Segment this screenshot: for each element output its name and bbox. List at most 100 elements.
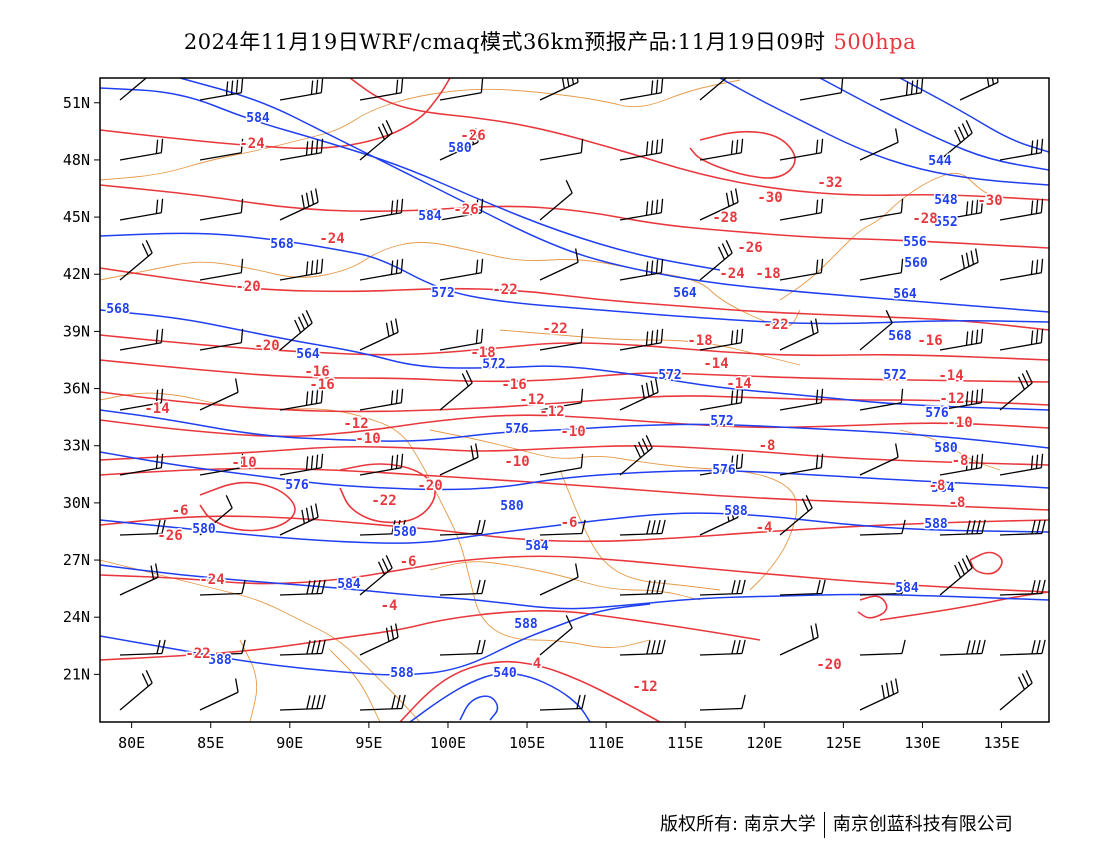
wind-barb [779,198,824,221]
wind-barb [699,694,746,711]
height-contour-label: 576 [285,478,309,493]
wind-barb [539,453,584,476]
height-contour-label: 576 [925,406,949,421]
wind-barb [859,258,904,281]
wind-barb [619,378,659,411]
lat-tick-label: 42N [63,265,90,283]
wind-barb [539,388,584,411]
wind-barb [119,639,166,656]
latitude-axis: 51N 48N 45N 42N 39N 36N 33N 30N 27N 24N 21N [63,94,100,683]
temperature-contour-label: -30 [977,193,1002,209]
height-contour [100,564,1049,610]
wind-barb [279,188,319,221]
temperature-contour [100,467,1049,511]
wind-barb [699,240,733,281]
wind-barb [199,138,244,161]
height-contour [100,409,1049,449]
temperature-contour [339,463,436,524]
lon-tick-label: 100E [430,734,466,752]
temperature-contours [100,78,1049,722]
wind-barb [359,388,404,411]
wind-barb [699,579,746,596]
temperature-contour [857,595,888,619]
lat-tick-label: 45N [63,208,90,226]
wind-barb [779,138,824,161]
wind-barb [359,453,404,476]
lat-tick-label: 51N [63,94,90,112]
wind-barb [539,248,579,281]
wind-barb [999,453,1044,476]
height-contour-label: 572 [482,357,505,372]
contour-labels: 584 580 584 568 572 568 564 572 564 572 572 576 576 5… [105,110,1004,697]
wind-barb [879,78,924,101]
wind-barb [939,555,973,596]
height-contour [179,78,1049,313]
height-contour-label: 580 [192,522,216,537]
temperature-contour-label: -12 [343,416,368,432]
wind-barb [119,519,166,536]
height-contour [100,309,1049,411]
map-title: 2024年11月19日WRF/cmaq模式36km预报产品:11月19日09时 5… [0,26,1100,56]
border-line [559,469,721,591]
temperature-contour [100,359,1049,383]
temperature-contour-label: -10 [504,454,529,470]
border-line [100,79,741,181]
lat-tick-label: 33N [63,437,90,455]
wind-barb [859,198,904,221]
wind-barb [119,240,153,281]
wind-barb [359,78,404,101]
wind-barb [119,198,164,221]
temperature-contour-label: -28 [912,211,937,227]
wind-barb [999,519,1046,536]
temperature-contour [100,391,1049,413]
wind-barb [699,388,744,411]
wind-barb [439,519,486,536]
temperature-contour-label: -12 [539,404,564,420]
wind-barb [779,258,824,281]
wind-barb [199,639,246,656]
temperature-contour-label: -16 [309,377,334,393]
wind-barb [539,519,586,536]
temperature-contour-label: -26 [157,528,182,544]
wind-barb [539,563,579,596]
lat-tick-label: 21N [63,665,90,683]
wind-barb [539,328,584,351]
temperature-contour-label: -16 [501,377,526,393]
height-contour-label: 584 [931,481,955,496]
height-contour [100,603,651,676]
temperature-contour-label: -6 [561,515,578,531]
height-contour-label: 544 [928,154,952,169]
wind-barb [939,519,986,536]
lon-tick-label: 125E [825,734,861,752]
wind-barb [119,78,148,101]
height-contour-label: 564 [893,287,917,302]
border-line [899,429,1001,471]
wind-barb [999,579,1046,596]
temperature-contour-label: -24 [239,136,264,152]
temperature-contour [100,267,1049,331]
lat-tick-label: 39N [63,322,90,340]
wind-barb [119,670,153,711]
wind-barb [539,615,573,656]
temperature-contour [100,515,1049,543]
height-contour-label: 584 [418,209,442,224]
temperature-contour-label: -26 [737,240,762,256]
footer-separator [823,812,825,838]
lon-tick-label: 130E [904,734,940,752]
temperature-contour [100,334,1049,361]
border-line [100,392,651,648]
border-line [499,329,801,366]
lat-tick-label: 24N [63,608,90,626]
temperature-contour-label: -32 [817,175,842,191]
wind-barb [439,258,484,281]
temperature-contour-label: -18 [755,266,780,282]
wind-barb [699,453,744,476]
wind-barb [199,495,233,536]
lat-tick-label: 30N [63,494,90,512]
temperature-contour-label: -26 [460,128,485,144]
temperature-contour-label: -18 [470,345,495,361]
temperature-contour-label: -22 [371,493,396,509]
wind-barb [779,318,819,351]
wind-barb [939,198,984,221]
